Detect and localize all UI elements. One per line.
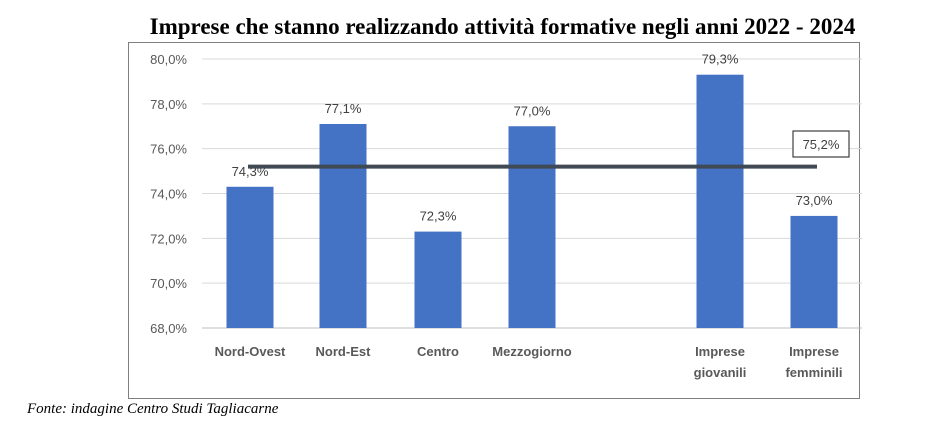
- chart-title: Imprese che stanno realizzando attività …: [149, 14, 856, 39]
- average-label: 75,2%: [803, 137, 840, 152]
- bar: [319, 124, 367, 328]
- bar-value-label: 72,3%: [420, 209, 457, 224]
- y-tick-label: 74,0%: [150, 187, 187, 202]
- bar-value-label: 73,0%: [796, 193, 833, 208]
- chart-frame: [128, 42, 860, 399]
- x-tick-label: femminili: [785, 365, 842, 380]
- x-tick-label: Mezzogiorno: [492, 344, 571, 359]
- average-label-box: [792, 130, 850, 158]
- x-tick-label: Centro: [417, 344, 459, 359]
- source-note: Fonte: indagine Centro Studi Tagliacarne: [27, 401, 279, 417]
- y-tick-label: 80,0%: [150, 52, 187, 67]
- bar-value-label: 77,1%: [325, 101, 362, 116]
- x-tick-label: giovanili: [694, 365, 747, 380]
- x-tick-label: Nord-Est: [316, 344, 372, 359]
- y-tick-label: 78,0%: [150, 97, 187, 112]
- bar-value-label: 79,3%: [702, 52, 739, 67]
- y-tick-label: 76,0%: [150, 142, 187, 157]
- y-tick-label: 72,0%: [150, 231, 187, 246]
- bar-value-label: 77,0%: [514, 103, 551, 118]
- y-tick-label: 68,0%: [150, 321, 187, 336]
- x-tick-label: Imprese: [789, 344, 839, 359]
- bar: [226, 186, 274, 328]
- bar: [790, 215, 838, 328]
- x-tick-label: Nord-Ovest: [215, 344, 286, 359]
- bar: [696, 74, 744, 328]
- bar: [414, 231, 462, 328]
- x-tick-label: Imprese: [695, 344, 745, 359]
- bar: [508, 126, 556, 328]
- y-tick-label: 70,0%: [150, 276, 187, 291]
